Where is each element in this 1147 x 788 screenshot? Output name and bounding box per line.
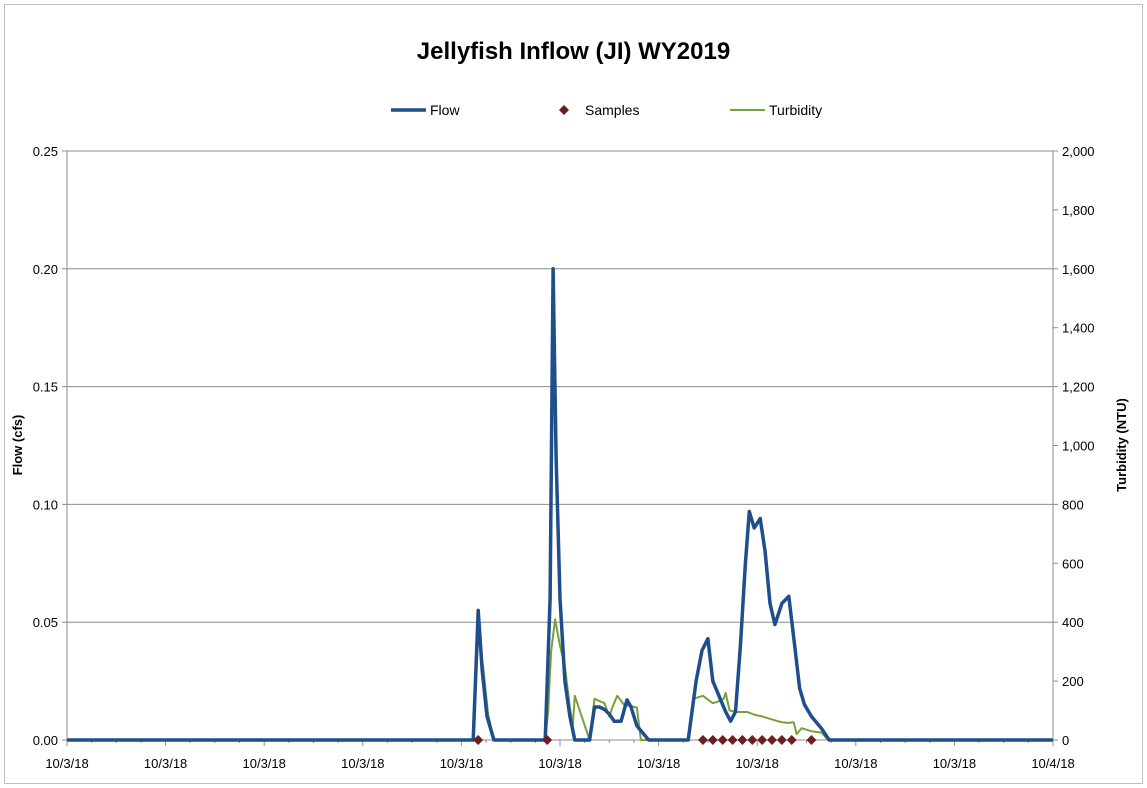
sample-point	[747, 735, 758, 745]
x-tick-label: 10/4/18	[1031, 756, 1074, 771]
x-tick-label: 10/3/18	[834, 756, 877, 771]
sample-point	[717, 735, 728, 745]
y-tick-label: 0.05	[33, 615, 58, 630]
y2-axis-label: Turbidity (NTU)	[1114, 398, 1129, 492]
plot-area	[67, 267, 1053, 745]
y2-tick-label: 2,000	[1062, 144, 1095, 159]
y2-tick-label: 200	[1062, 674, 1084, 689]
sample-point	[757, 735, 768, 745]
gridlines	[67, 150, 1053, 623]
x-tick-label: 10/3/18	[45, 756, 88, 771]
legend: Flow Samples Turbidity	[391, 102, 822, 118]
y2-tick-label: 0	[1062, 733, 1069, 748]
chart-frame	[4, 4, 1143, 784]
axes	[62, 150, 1058, 746]
turbidity-series-line	[67, 618, 1053, 741]
flow-series-line	[67, 267, 1053, 742]
x-tick-label: 10/3/18	[538, 756, 581, 771]
y2-tick-label: 800	[1062, 497, 1084, 512]
sample-point	[473, 735, 484, 745]
sample-point	[776, 735, 787, 745]
y2-tick-label: 600	[1062, 556, 1084, 571]
x-tick-label: 10/3/18	[736, 756, 779, 771]
legend-samples-label: Samples	[585, 102, 639, 118]
y-tick-label: 0.20	[33, 262, 58, 277]
legend-turbidity-label: Turbidity	[769, 102, 822, 118]
x-tick-label: 10/3/18	[933, 756, 976, 771]
sample-point	[786, 735, 797, 745]
x-tick-label: 10/3/18	[341, 756, 384, 771]
sample-point	[697, 735, 708, 745]
legend-flow-label: Flow	[430, 102, 460, 118]
y2-tick-label: 1,000	[1062, 439, 1095, 454]
sample-point	[542, 735, 553, 745]
y2-tick-label: 1,400	[1062, 321, 1095, 336]
x-tick-label: 10/3/18	[144, 756, 187, 771]
sample-point	[806, 735, 817, 745]
x-tick-label: 10/3/18	[243, 756, 286, 771]
x-tick-label: 10/3/18	[440, 756, 483, 771]
sample-point	[766, 735, 777, 745]
y2-tick-label: 1,600	[1062, 262, 1095, 277]
y2-tick-label: 1,800	[1062, 203, 1095, 218]
x-tick-label: 10/3/18	[637, 756, 680, 771]
y-tick-label: 0.00	[33, 733, 58, 748]
y-tick-label: 0.10	[33, 497, 58, 512]
y-tick-label: 0.15	[33, 380, 58, 395]
y2-tick-label: 1,200	[1062, 380, 1095, 395]
sample-point	[737, 735, 748, 745]
tick-labels: 0.00 0.05 0.10 0.15 0.20 0.25 0 200 400 600 800 1,0…	[33, 144, 1095, 771]
sample-point	[707, 735, 718, 745]
chart-title: Jellyfish Inflow (JI) WY2019	[416, 38, 731, 65]
y-tick-label: 0.25	[33, 144, 58, 159]
sample-point	[727, 735, 738, 745]
legend-samples-swatch	[559, 105, 569, 115]
y2-tick-label: 400	[1062, 615, 1084, 630]
y-axis-label: Flow (cfs)	[10, 415, 25, 476]
